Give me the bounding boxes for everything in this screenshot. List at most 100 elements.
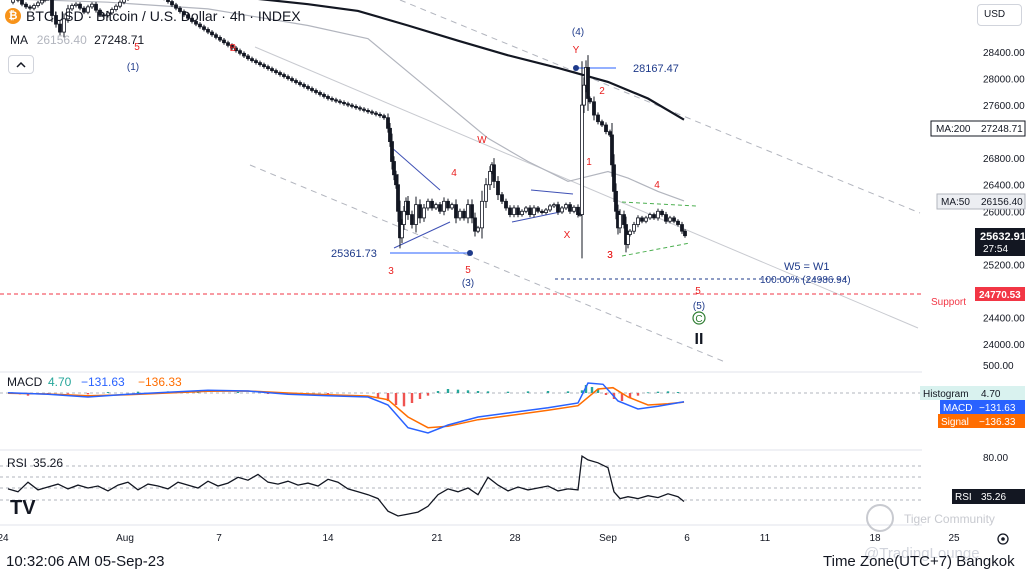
macd-histogram-bar — [647, 392, 649, 393]
target-label-b: 100.00% (24986.94) — [760, 275, 851, 286]
svg-text:24770.53: 24770.53 — [979, 290, 1021, 301]
macd-histogram-bar — [477, 391, 479, 393]
candle-body — [509, 208, 512, 215]
macd-histogram-bar — [567, 391, 569, 393]
candle-body — [589, 98, 592, 101]
candle-body — [615, 191, 618, 211]
candle-body — [649, 215, 652, 218]
wave-label: 4 — [654, 180, 660, 191]
time-axis-tick: 14 — [322, 533, 334, 544]
candle-body — [467, 205, 470, 218]
timezone[interactable]: Time Zone(UTC+7) Bangkok — [823, 553, 1015, 570]
candle-body — [485, 185, 488, 202]
time-axis-tick: Aug — [116, 533, 134, 544]
time-axis-tick: 25 — [948, 533, 960, 544]
ma-legend[interactable]: MA 26156.40 27248.71 — [10, 33, 144, 47]
candle-body — [501, 195, 504, 202]
svg-text:−131.63: −131.63 — [979, 403, 1016, 414]
candle-body — [393, 162, 396, 175]
svg-text:Support: Support — [931, 297, 966, 308]
symbol-title: BTCUSD · Bitcoin / U.S. Dollar · 4h · IN… — [26, 8, 301, 24]
time-axis-tick: 7 — [216, 533, 222, 544]
symbol-header[interactable]: ₿ BTCUSD · Bitcoin / U.S. Dollar · 4h · … — [5, 5, 301, 27]
histogram-badge: Histogram 4.70 — [920, 386, 1025, 400]
candle-body — [12, 0, 15, 2]
candle-body — [601, 122, 604, 125]
candle-body — [505, 201, 508, 208]
rsi-legend[interactable]: RSI 35.26 — [7, 456, 63, 470]
candle-body — [215, 35, 218, 38]
wave-label: II — [695, 331, 704, 348]
candle-body — [619, 215, 622, 228]
candle-body — [521, 211, 524, 214]
candle-body — [271, 69, 274, 71]
candle-body — [423, 208, 426, 218]
macd-histogram-bar — [487, 391, 489, 393]
candle-body — [427, 201, 430, 208]
macd-axis-tick: 500.00 — [983, 361, 1014, 372]
candle-body — [267, 67, 270, 69]
collapse-legend-button[interactable] — [8, 55, 34, 74]
candle-body — [661, 211, 664, 214]
candle-body — [403, 211, 406, 224]
svg-text:MACD: MACD — [7, 375, 43, 389]
wave-label: Y — [573, 45, 580, 56]
candle-body — [407, 201, 410, 214]
svg-text:−131.63: −131.63 — [81, 375, 125, 389]
currency-selector[interactable]: USD — [977, 4, 1022, 26]
candle-body — [474, 218, 477, 231]
macd-histogram-bar — [107, 392, 109, 393]
candle-body — [397, 185, 400, 212]
wave-label: 3 — [607, 250, 613, 261]
candle-body — [375, 113, 378, 114]
svg-text:RSI: RSI — [7, 456, 27, 470]
candle-body — [411, 215, 414, 225]
macd-histogram-bar — [527, 391, 529, 393]
macd-legend[interactable]: MACD 4.70 −131.63 −136.33 — [7, 375, 182, 389]
candle-body — [569, 205, 572, 212]
candle-body — [561, 208, 564, 212]
candle-body — [283, 75, 286, 77]
candle-body — [387, 118, 390, 129]
wave-label: (3) — [462, 278, 474, 289]
candle-body — [335, 100, 338, 101]
price-axis-tick: 24400.00 — [983, 313, 1025, 324]
svg-text:Tiger Community: Tiger Community — [904, 512, 995, 526]
svg-text:35.26: 35.26 — [33, 456, 63, 470]
price-axis-tick: 26800.00 — [983, 154, 1025, 165]
ma-legend-label: MA — [10, 33, 27, 47]
candle-body — [681, 225, 684, 232]
candle-body — [435, 205, 438, 208]
candle-body — [331, 98, 334, 99]
candle-body — [673, 218, 676, 221]
candle-body — [481, 201, 484, 228]
candle-body — [419, 205, 422, 218]
candle-body — [549, 206, 552, 210]
macd-histogram-bar — [667, 391, 669, 393]
candle-body — [627, 235, 630, 245]
candle-body — [263, 65, 266, 67]
candle-body — [251, 59, 254, 61]
candle-body — [303, 85, 306, 87]
candle-body — [489, 171, 492, 184]
price-axis-tick: 28400.00 — [983, 48, 1025, 59]
candle-body — [315, 90, 318, 92]
candle-body — [319, 92, 322, 94]
candle-body — [513, 208, 516, 215]
wave-label: 3 — [388, 266, 394, 277]
candle-body — [21, 0, 24, 4]
macd-histogram-bar — [67, 393, 69, 394]
candle-body — [459, 211, 462, 218]
candle-body — [587, 67, 590, 98]
candle-body — [223, 40, 226, 43]
candle-body — [391, 142, 394, 162]
wave-label: (5) — [693, 301, 705, 312]
candle-body — [447, 201, 450, 208]
gear-icon[interactable] — [996, 532, 1010, 546]
candle-body — [239, 51, 242, 54]
macd-histogram-bar — [437, 391, 439, 393]
svg-text:MACD: MACD — [943, 403, 972, 414]
candle-body — [439, 205, 442, 212]
